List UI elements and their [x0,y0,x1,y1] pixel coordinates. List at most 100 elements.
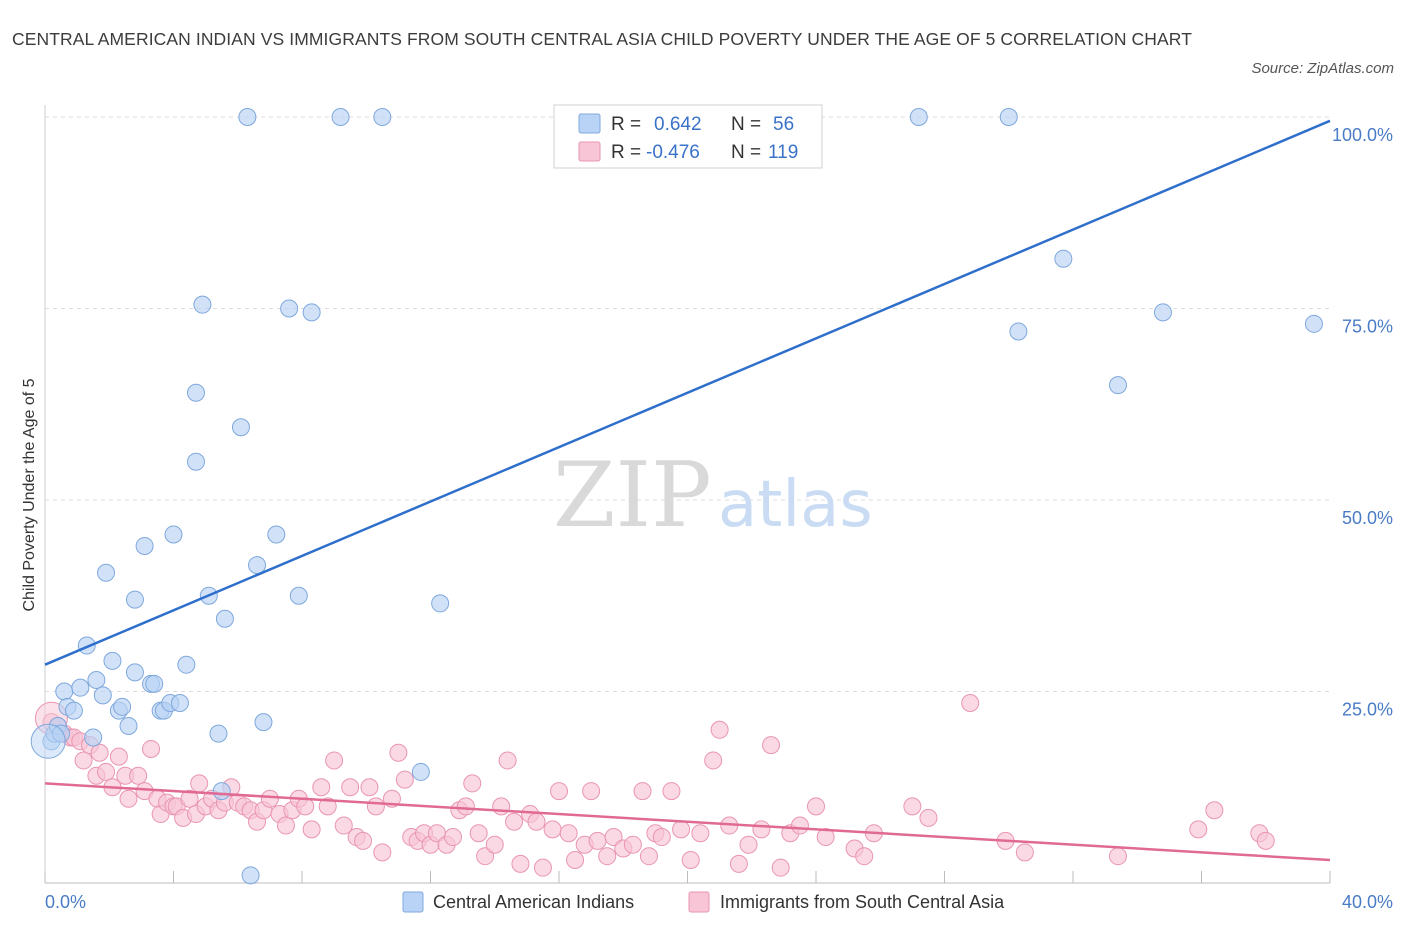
pink-point-103 [771,858,790,877]
legend-r-value-1: 0.642 [654,114,702,135]
pink-point-69 [485,835,504,854]
pink-point-56 [395,770,414,789]
blue-point-53 [1108,376,1127,395]
blue-point-35 [231,418,250,437]
legend-r-label-1: R = [611,114,641,135]
pink-point-52 [366,797,385,816]
pink-point-85 [604,828,623,847]
pink-point-118 [1205,801,1224,820]
pink-point-55 [389,743,408,762]
watermark-atlas: atlas [718,468,873,542]
pink-point-63 [443,828,462,847]
blue-point-29 [186,452,205,471]
pink-point-109 [855,847,874,866]
pink-point-50 [354,831,373,850]
blue-point-33 [212,782,231,801]
pink-point-78 [550,782,568,801]
pink-point-76 [533,858,552,877]
blue-point-34 [215,609,234,628]
pink-point-15 [129,766,148,785]
blue-point-16 [97,563,116,582]
pink-point-105 [790,816,809,835]
pink-point-73 [511,854,530,873]
blue-point-32 [209,724,228,743]
pink-point-83 [588,831,607,850]
pink-point-66 [463,774,482,793]
pink-point-14 [119,789,138,808]
blue-point-12 [103,651,122,670]
blue-point-40 [267,525,286,544]
blue-point-6 [64,701,83,720]
pink-point-44 [312,778,331,797]
stats-legend: R = 0.642 N = 56 R = -0.476 N = 119 [553,104,823,169]
pink-point-68 [476,847,495,866]
pink-point-39 [276,816,295,835]
blue-point-28 [186,383,205,402]
y-axis-label: Child Poverty Under the Age of 5 [21,378,38,611]
blue-point-39 [254,713,273,732]
blue-point-7 [71,678,90,697]
pink-trend-line [44,782,1331,862]
pink-point-115 [1015,843,1034,862]
blue-point-18 [125,590,144,609]
pink-point-6 [74,751,93,770]
pink-point-94 [681,851,700,870]
pink-point-113 [961,693,980,712]
chart-title: CENTRAL AMERICAN INDIAN VS IMMIGRANTS FR… [12,29,1192,49]
pink-point-26 [190,774,209,793]
blue-point-38 [248,556,267,575]
pink-point-17 [142,739,161,758]
blue-point-25 [164,525,183,544]
blue-point-54 [1153,303,1172,322]
blue-point-4 [55,682,74,701]
blue-point-36 [238,108,257,126]
pink-point-97 [710,720,729,739]
pink-point-92 [662,782,681,801]
pink-point-120 [1256,831,1275,850]
watermark-zip: ZIP [553,443,712,548]
series-legend-swatch-pink [688,891,710,913]
pink-point-79 [559,824,578,843]
legend-swatch-pink [578,141,601,162]
blue-point-41 [280,299,299,318]
pink-point-70 [492,797,511,816]
blue-point-47 [431,594,450,613]
blue-point-45 [373,108,392,126]
pink-point-37 [260,789,279,808]
pink-point-89 [639,847,658,866]
y-tick-label-100: 100.0% [1332,125,1393,145]
pink-point-51 [360,778,379,797]
pink-point-116 [1108,847,1127,866]
pink-point-100 [739,835,758,854]
pink-point-75 [527,812,546,831]
blue-point-50 [999,108,1018,126]
trend-lines [44,119,1331,862]
x-tick-label-min: 0.0% [45,892,86,912]
pink-point-93 [672,820,691,839]
y-tick-label-75: 75.0% [1342,317,1393,337]
pink-point-48 [341,778,360,797]
pink-point-87 [623,835,642,854]
blue-point-19 [135,536,154,555]
blue-point-14 [113,697,132,716]
blue-point-17 [125,663,144,682]
pink-point-107 [816,828,835,847]
pink-point-106 [807,797,825,816]
legend-swatch-blue [578,113,601,134]
blue-point-15 [119,716,138,735]
blue-point-large [30,723,66,759]
blue-point-46 [411,762,430,781]
blue-point-9 [84,728,103,747]
pink-point-112 [919,808,938,827]
pink-point-72 [505,812,524,831]
series-legend: Central American Indians Immigrants from… [402,891,1005,913]
pink-point-24 [180,789,199,808]
pink-point-45 [318,797,337,816]
blue-point-42 [289,586,308,605]
series-legend-swatch-blue [402,891,424,913]
legend-n-label-2: N = [731,142,761,163]
pink-point-65 [456,797,475,816]
series-legend-label-1: Central American Indians [433,892,634,912]
pink-point-47 [334,816,353,835]
